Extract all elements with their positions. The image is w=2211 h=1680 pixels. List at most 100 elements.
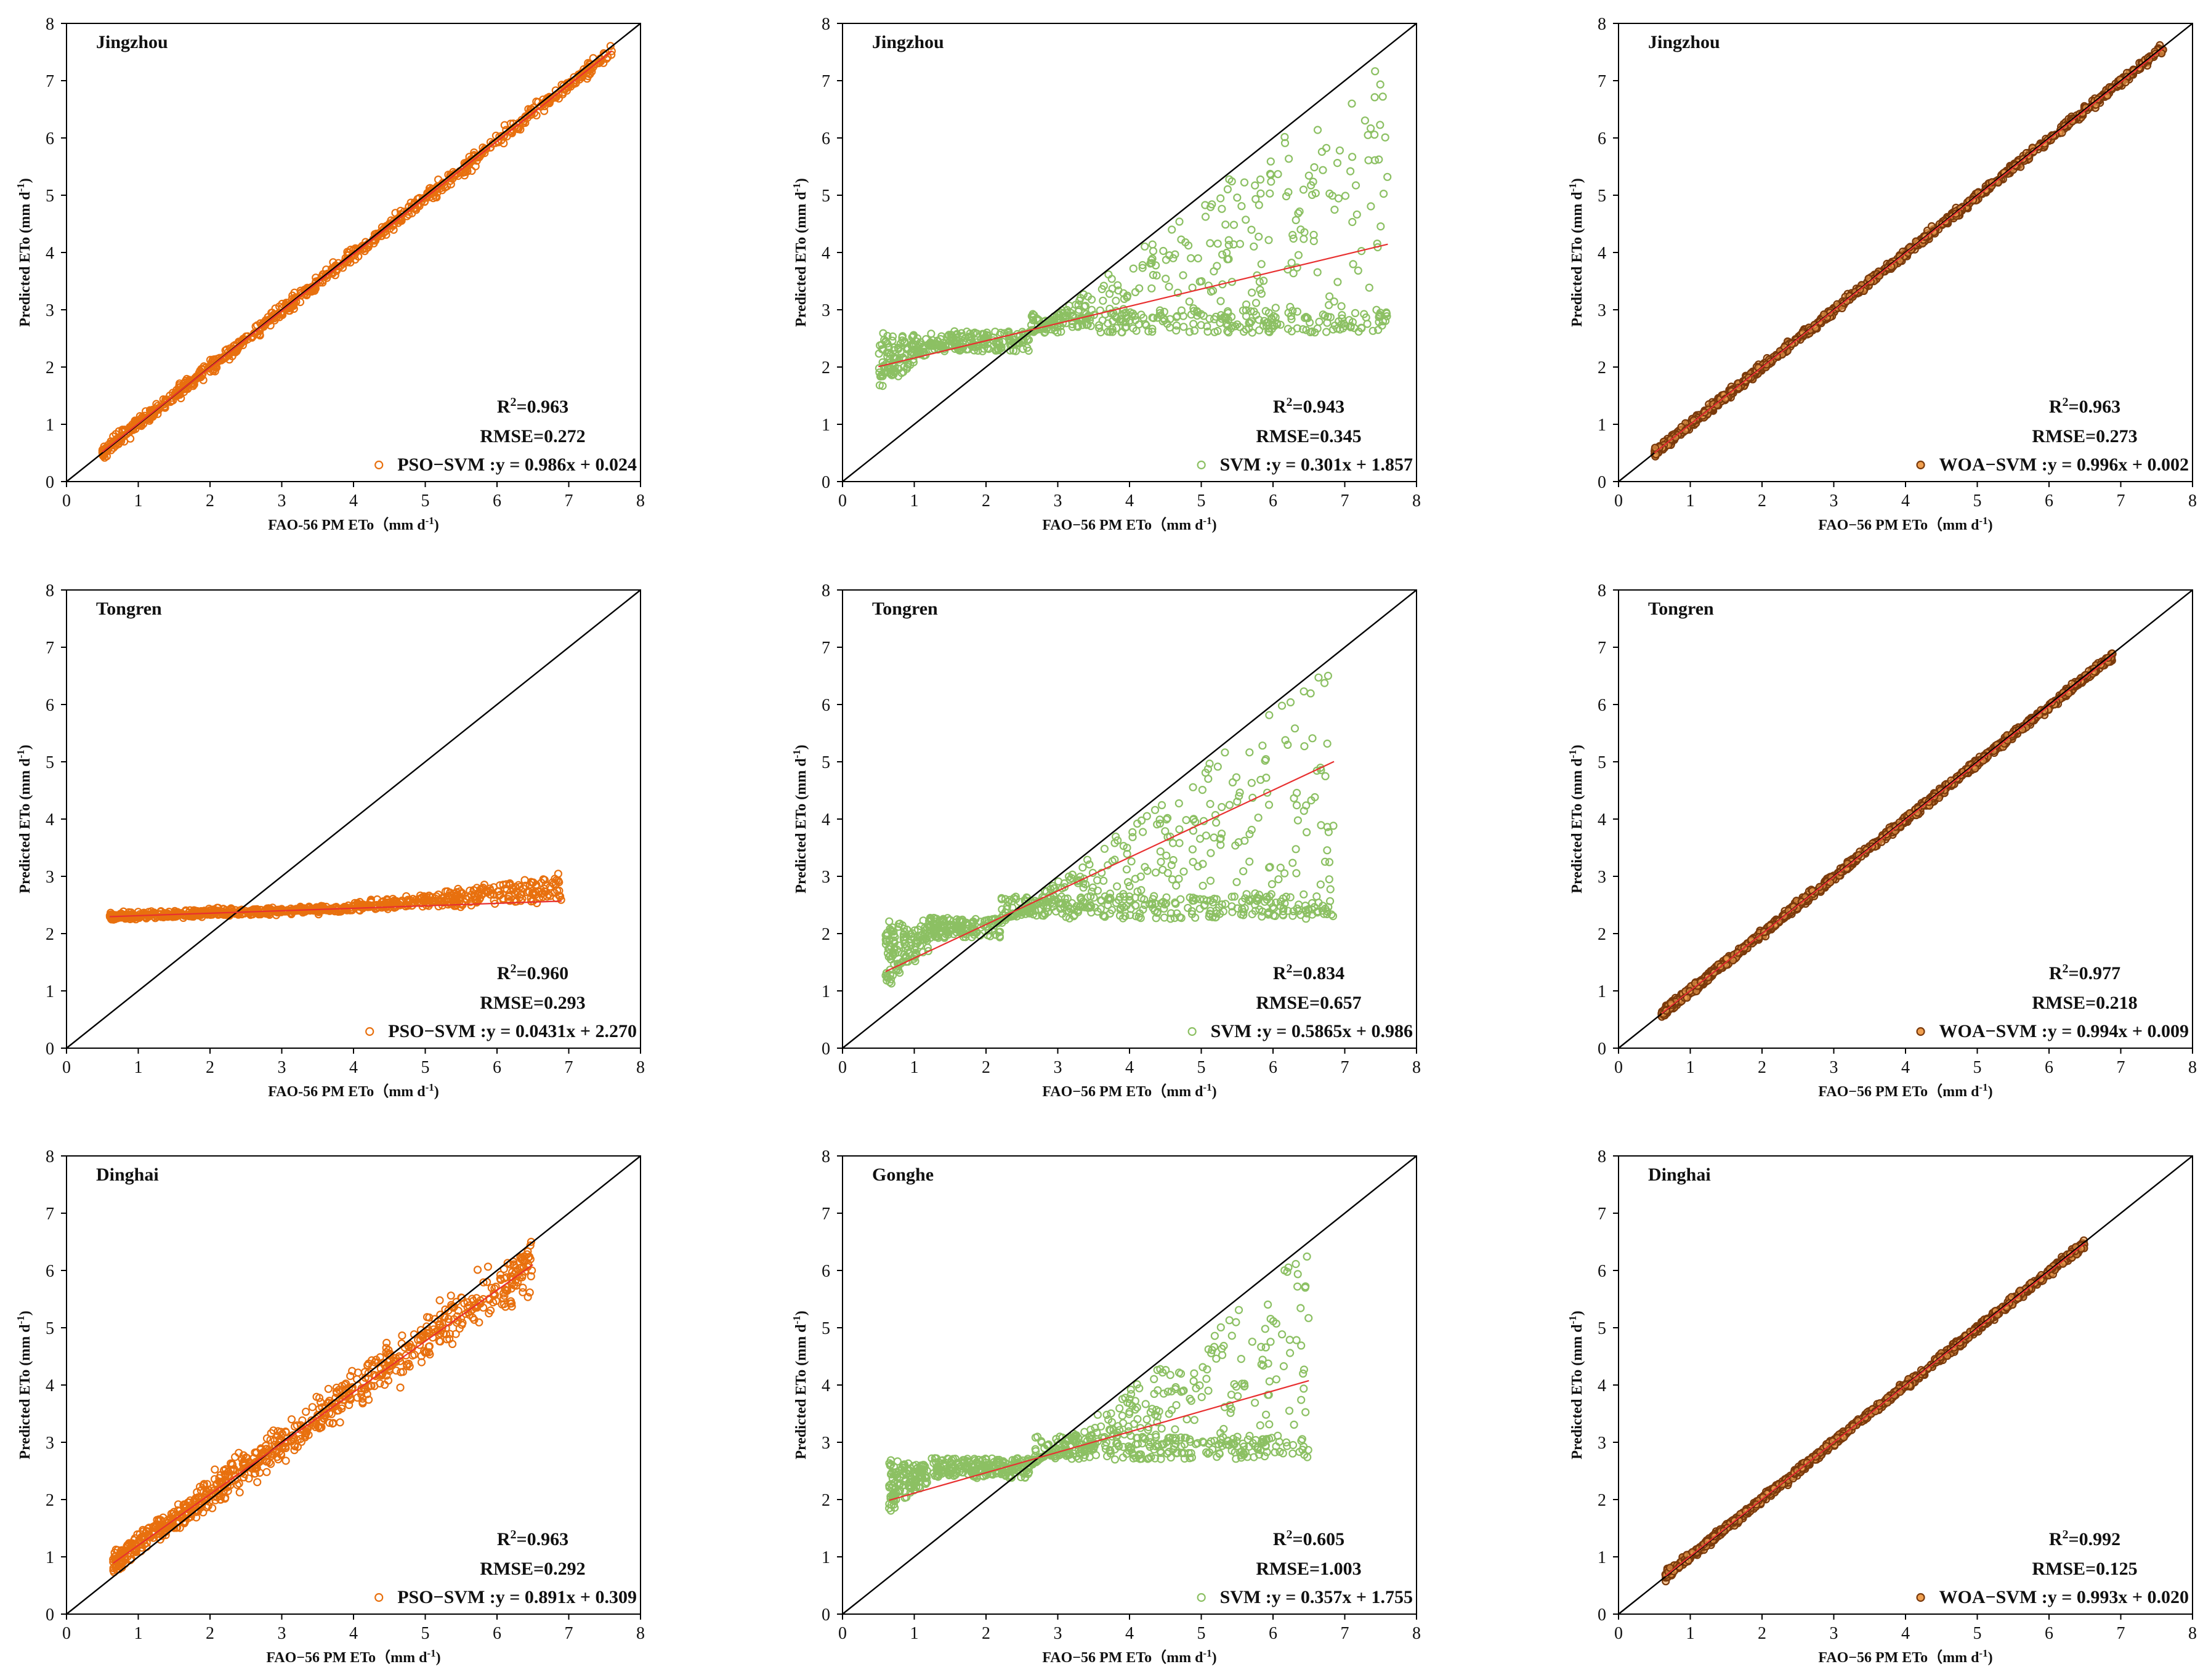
- scatter-point: [908, 342, 918, 351]
- scatter-point: [1097, 897, 1106, 905]
- x-tick-label: 7: [565, 1058, 573, 1077]
- scatter-point: [1224, 236, 1233, 244]
- y-tick-label: 7: [822, 72, 830, 91]
- scatter-point: [1242, 300, 1251, 309]
- x-tick-label: 6: [2045, 1058, 2053, 1077]
- scatter-point: [1175, 825, 1184, 834]
- scatter-point: [981, 333, 990, 341]
- scatter-point: [1232, 773, 1241, 781]
- scatter-point: [892, 945, 902, 954]
- x-tick-label: 7: [2117, 1058, 2125, 1077]
- y-tick-label: 4: [46, 810, 54, 830]
- scatter-point: [1120, 309, 1128, 318]
- scatter-point: [910, 926, 919, 935]
- x-tick-label: 1: [1686, 1058, 1695, 1077]
- scatter-point: [1208, 286, 1218, 295]
- scatter-point: [1257, 260, 1266, 269]
- scatter-point: [1279, 911, 1288, 919]
- x-axis-label: FAO-56 PM ETo（mm d-1): [268, 1081, 439, 1100]
- scatter-point: [1307, 796, 1316, 805]
- scatter-point: [264, 317, 273, 325]
- scatter-point: [936, 916, 945, 925]
- scatter-point: [1194, 308, 1202, 317]
- scatter-point: [1177, 306, 1186, 315]
- scatter-point: [1122, 314, 1131, 323]
- scatter-point: [1315, 317, 1324, 326]
- scatter-point: [1179, 867, 1188, 876]
- scatter-point: [1073, 321, 1081, 330]
- scatter-point: [1204, 281, 1213, 290]
- scatter-point: [441, 887, 450, 896]
- scatter-point: [1307, 181, 1316, 190]
- scatter-point: [1194, 254, 1202, 263]
- legend-marker: [1187, 1027, 1197, 1036]
- x-axis-label: FAO−56 PM ETo（mm d-1): [1042, 1081, 1216, 1100]
- scatter-point: [213, 908, 222, 916]
- scatter-point: [1276, 863, 1285, 872]
- scatter-point: [885, 917, 894, 926]
- scatter-point: [1310, 163, 1319, 172]
- x-tick-label: 6: [2045, 491, 2053, 511]
- scatter-point: [1088, 887, 1096, 896]
- scatter-point: [889, 346, 899, 355]
- scatter-point: [1069, 912, 1078, 921]
- scatter-point: [370, 239, 378, 248]
- scatter-point: [1273, 320, 1282, 329]
- scatter-point: [1300, 228, 1309, 236]
- y-tick-label: 3: [46, 301, 54, 320]
- scatter-point: [932, 339, 941, 348]
- x-tick-label: 3: [1054, 491, 1062, 511]
- scatter-point: [1168, 875, 1177, 884]
- scatter-point: [1029, 316, 1038, 325]
- x-tick-label: 7: [1341, 491, 1349, 511]
- x-tick-label: 1: [134, 1058, 143, 1077]
- scatter-point: [1322, 143, 1331, 152]
- x-tick-label: 6: [1269, 1058, 1277, 1077]
- scatter-point: [883, 932, 891, 940]
- y-tick-label: 8: [46, 581, 54, 600]
- scatter-point: [112, 913, 121, 922]
- scatter-point: [449, 899, 458, 908]
- scatter-point: [1250, 307, 1258, 316]
- scatter-point: [1239, 867, 1248, 876]
- scatter-point: [1293, 324, 1301, 333]
- scatter-point: [1375, 313, 1383, 321]
- y-tick-label: 5: [822, 753, 830, 772]
- scatter-point: [1375, 155, 1383, 164]
- scatter-point: [1187, 907, 1196, 916]
- x-tick-label: 1: [910, 491, 919, 511]
- scatter-point: [1295, 207, 1304, 216]
- scatter-point: [1114, 895, 1123, 905]
- scatter-point: [884, 953, 893, 961]
- scatter-point: [1225, 801, 1234, 809]
- scatter-point: [1287, 259, 1296, 267]
- scatter-point: [1245, 857, 1254, 866]
- scatter-point: [1054, 877, 1063, 886]
- scatter-point: [426, 899, 434, 908]
- scatter-point: [1223, 185, 1232, 193]
- scatter-point: [1151, 261, 1160, 270]
- x-tick-label: 8: [2188, 491, 2197, 511]
- legend-marker: [374, 460, 384, 470]
- legend-entry: PSO−SVM :y = 0.986x + 0.024: [397, 454, 637, 475]
- scatter-point: [511, 882, 520, 891]
- scatter-point: [1155, 819, 1165, 828]
- scatter-point: [888, 332, 897, 341]
- scatter-point: [1345, 316, 1354, 325]
- scatter-point: [1123, 878, 1133, 887]
- scatter-point: [1104, 327, 1112, 336]
- scatter-point: [1256, 175, 1265, 184]
- scatter-point: [1300, 742, 1309, 751]
- scatter-point: [1292, 869, 1301, 878]
- scatter-point: [1152, 271, 1161, 280]
- scatter-point: [1302, 326, 1311, 334]
- x-tick-label: 2: [982, 491, 990, 511]
- scatter-point: [260, 321, 269, 329]
- scatter-point: [117, 433, 126, 442]
- scatter-point: [1346, 323, 1355, 332]
- scatter-point: [1096, 905, 1105, 913]
- scatter-point: [1211, 818, 1221, 827]
- scatter-point: [1142, 812, 1151, 820]
